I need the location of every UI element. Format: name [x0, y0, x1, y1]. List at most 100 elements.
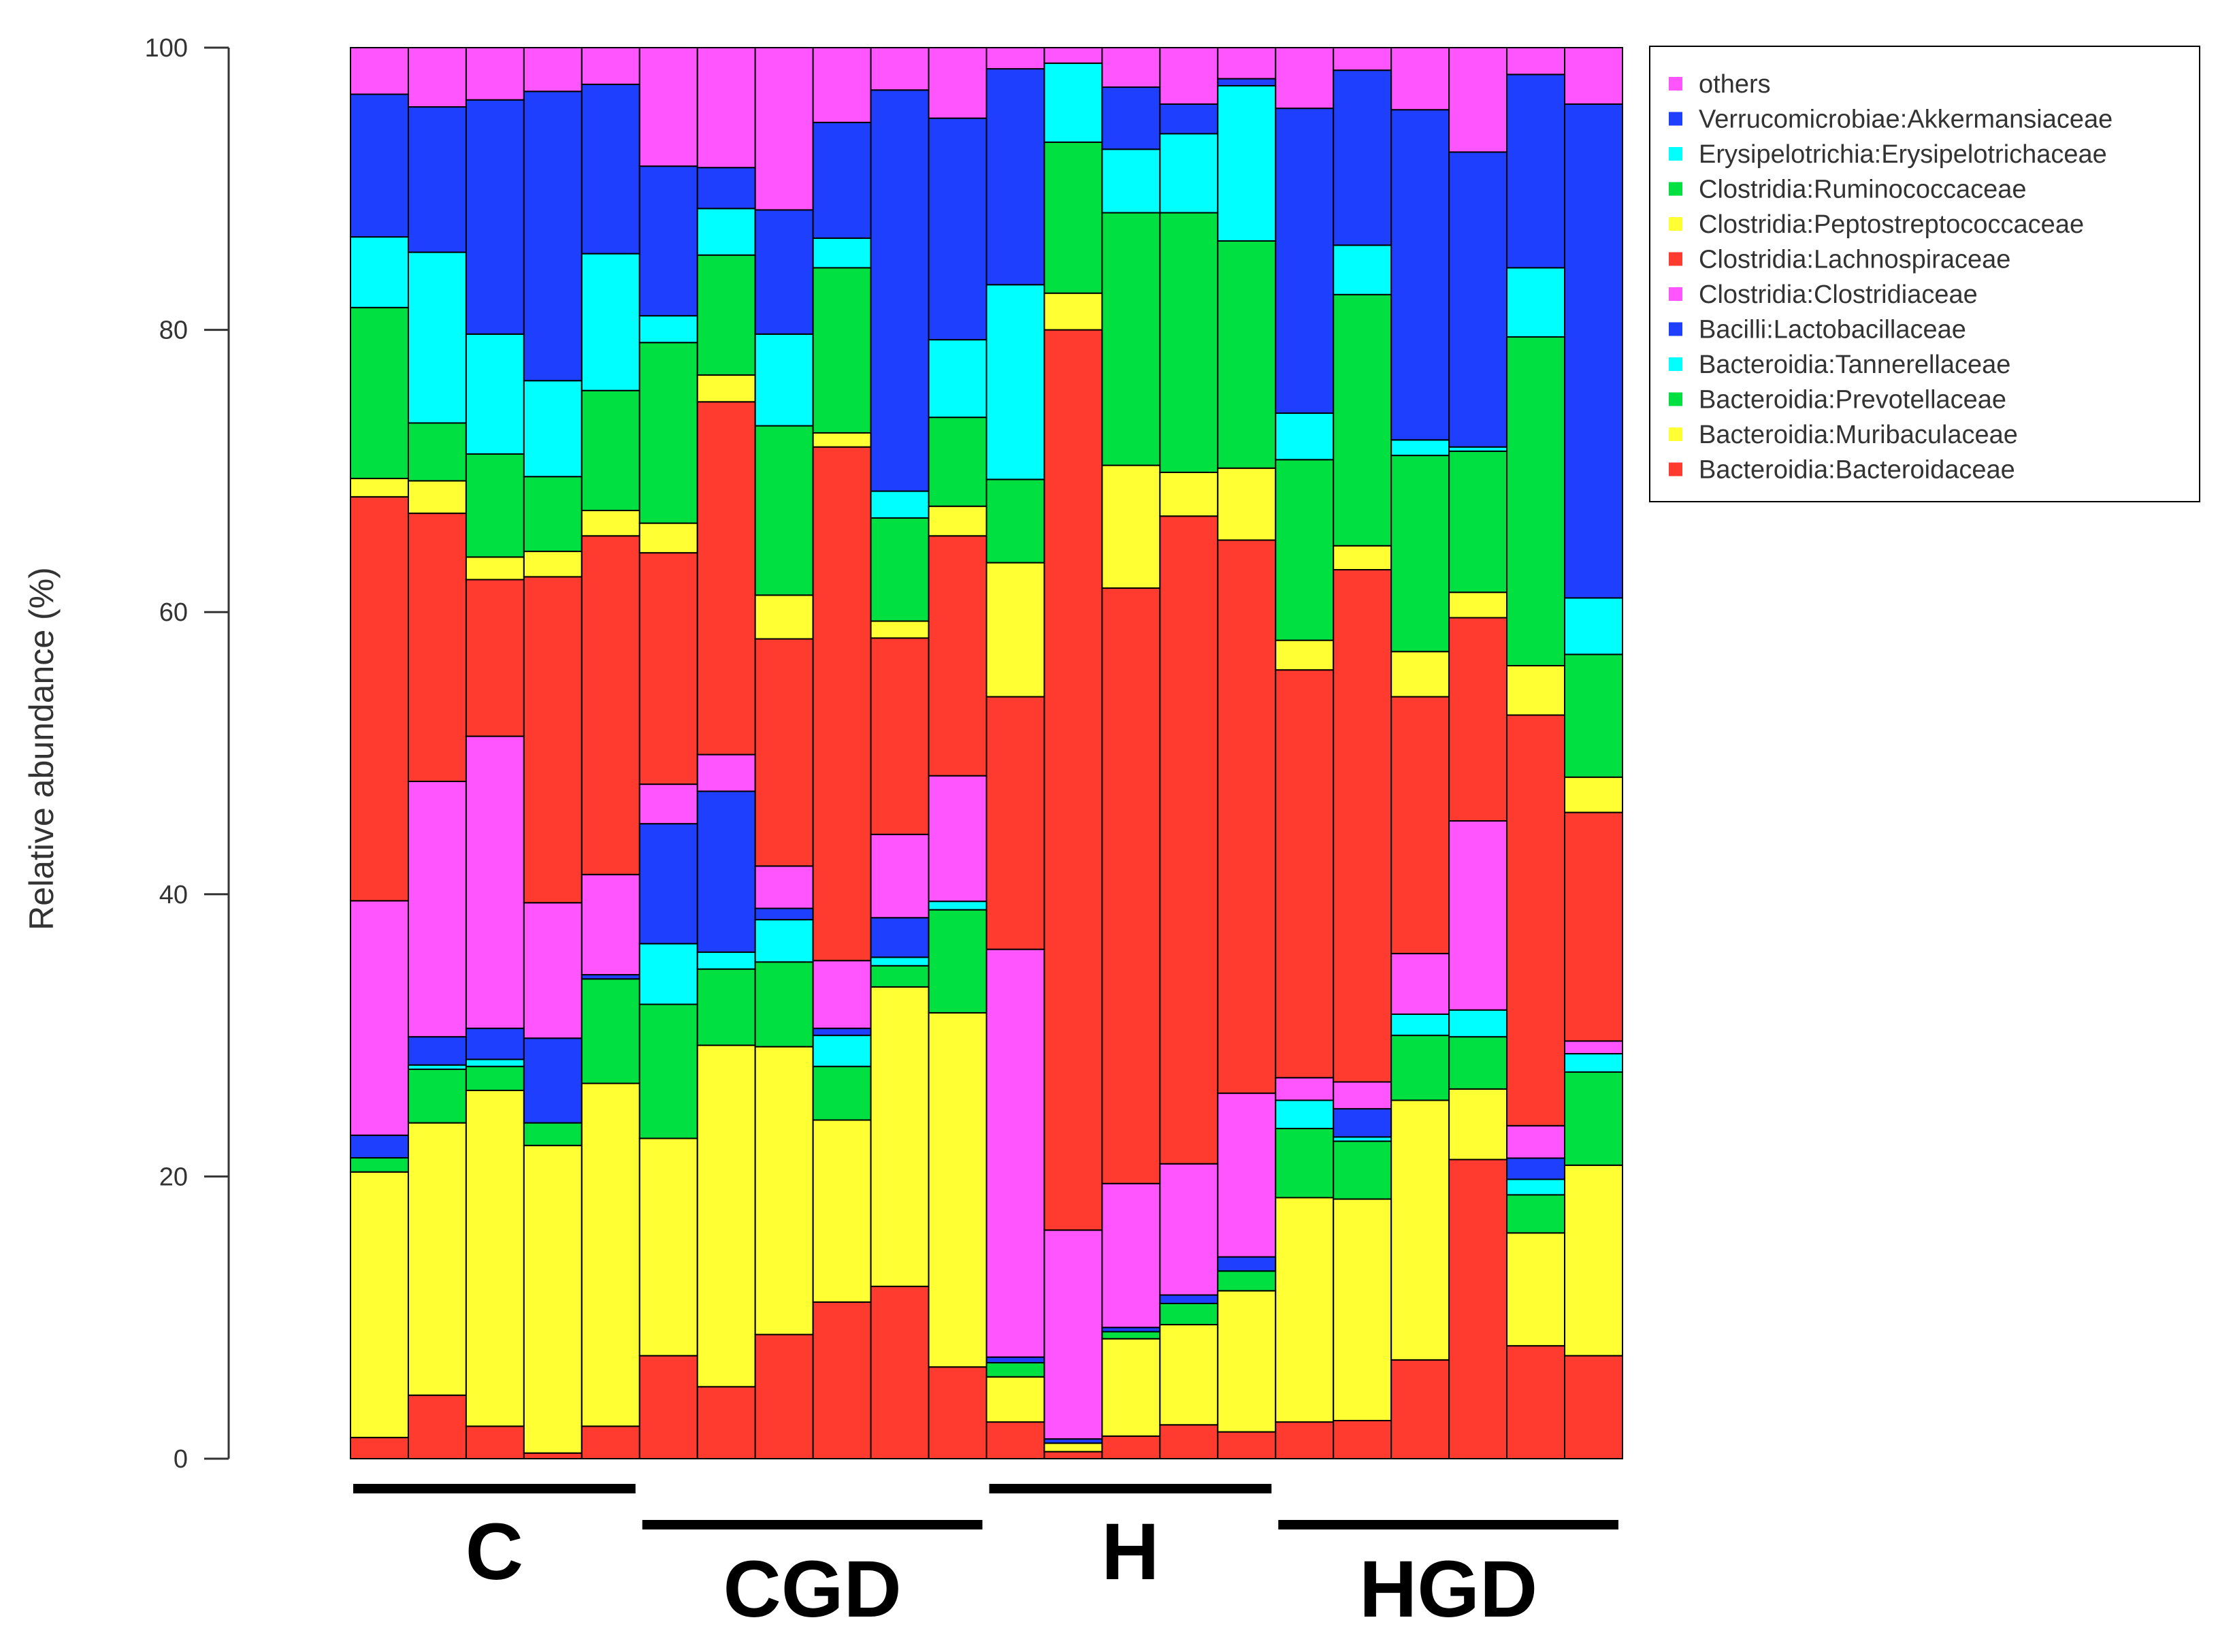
- bar-segment: [1159, 471, 1219, 517]
- bar-segment: [928, 117, 988, 341]
- bar-segment: [523, 476, 583, 553]
- bar-segment: [465, 453, 525, 558]
- bar-segment: [1390, 47, 1450, 111]
- bar-segment: [1333, 569, 1392, 1083]
- bar-segment: [870, 620, 930, 639]
- bar-segment: [870, 833, 930, 919]
- bar-segment: [523, 1037, 583, 1124]
- bar-segment: [407, 480, 467, 515]
- bar-segment: [638, 783, 698, 825]
- bar-segment: [754, 865, 814, 909]
- bar-segment: [1275, 459, 1335, 641]
- bar-segment: [1333, 1107, 1392, 1138]
- bar-segment: [465, 735, 525, 1029]
- bar-segment: [1390, 651, 1450, 698]
- bar-segment: [1564, 1040, 1623, 1055]
- bar-segment: [1101, 86, 1161, 150]
- bar-segment: [581, 253, 640, 391]
- bar-segment: [1390, 1035, 1450, 1101]
- bar-segment: [870, 986, 930, 1287]
- bar-segment: [812, 1035, 872, 1067]
- bar-segment: [985, 47, 1045, 70]
- bar-segment: [1275, 412, 1335, 461]
- bar-segment: [812, 960, 872, 1029]
- bar-segment: [350, 236, 409, 308]
- bar-segment: [696, 968, 756, 1046]
- bar-segment: [523, 91, 583, 382]
- bar-segment: [1159, 515, 1219, 1165]
- bar-segment: [523, 576, 583, 904]
- bar-segment: [1275, 47, 1335, 110]
- legend-label: Erysipelotrichia:Erysipelotrichaceae: [1699, 140, 2107, 169]
- bar-segment: [1159, 1163, 1219, 1296]
- bar-segment: [350, 477, 409, 498]
- bar-segment: [407, 1394, 467, 1460]
- bar-segment: [1506, 1232, 1566, 1347]
- legend-swatch: [1669, 287, 1682, 301]
- bar-segment: [581, 47, 640, 85]
- legend-swatch: [1669, 112, 1682, 126]
- bar-segment: [1333, 1198, 1392, 1422]
- bar-segment: [350, 1134, 409, 1159]
- bar-segment: [581, 1082, 640, 1427]
- bar-segment: [1506, 1194, 1566, 1234]
- bar-segment: [1043, 329, 1103, 1231]
- bar-segment: [812, 1301, 872, 1459]
- bar-segment: [465, 1058, 525, 1067]
- bar-segment: [754, 1046, 814, 1335]
- legend-swatch: [1669, 392, 1682, 406]
- bar-segment: [1217, 84, 1277, 242]
- y-axis-label: Relative abundance (%): [22, 567, 61, 930]
- bar-segment: [1564, 776, 1623, 813]
- bar-segment: [638, 165, 698, 317]
- bar-segment: [1217, 78, 1277, 86]
- bar-segment: [1390, 1099, 1450, 1361]
- bar-segment: [638, 823, 698, 945]
- bar-segment: [638, 1355, 698, 1460]
- legend-label: Clostridia:Ruminococcaceae: [1699, 176, 2027, 204]
- bar-segment: [1275, 1127, 1335, 1199]
- bar-segment: [985, 1356, 1045, 1364]
- bar-segment: [465, 99, 525, 335]
- bar-segment: [870, 47, 930, 91]
- bar-segment: [407, 106, 467, 253]
- legend-label: Bacteroidia:Muribaculaceae: [1699, 421, 2018, 449]
- bar-segment: [465, 579, 525, 737]
- bar-segment: [581, 978, 640, 1084]
- bar-segment: [581, 83, 640, 255]
- bar-segment: [638, 314, 698, 344]
- bar-segment: [1217, 1270, 1277, 1292]
- y-tick-label: 100: [145, 34, 188, 63]
- bar-segment: [465, 1027, 525, 1060]
- bar-segment: [812, 1119, 872, 1303]
- bar-segment: [1448, 1036, 1508, 1090]
- bar-segment: [696, 254, 756, 376]
- bar-segment: [1506, 47, 1566, 76]
- group-label: CGD: [723, 1544, 902, 1634]
- bar-segment: [928, 505, 988, 537]
- bar-segment: [1390, 1359, 1450, 1460]
- bar-segment: [1506, 1157, 1566, 1180]
- bar-segment: [1275, 1099, 1335, 1129]
- bar-segment: [465, 556, 525, 581]
- bar-segment: [1101, 1331, 1161, 1340]
- bar-segment: [1506, 714, 1566, 1127]
- bar-segment: [985, 68, 1045, 286]
- y-tick-label: 20: [159, 1163, 188, 1191]
- bar-segment: [1506, 74, 1566, 269]
- bar-segment: [1159, 212, 1219, 473]
- y-tick-label: 40: [159, 881, 188, 909]
- bar-segment: [870, 917, 930, 958]
- bar-segment: [638, 47, 698, 167]
- legend-swatch: [1669, 77, 1682, 91]
- bar-segment: [1159, 1324, 1219, 1426]
- bar-segment: [1564, 653, 1623, 778]
- legend-swatch: [1669, 217, 1682, 231]
- bar-segment: [696, 167, 756, 210]
- bar-segment: [1506, 1345, 1566, 1460]
- bar-segment: [1564, 811, 1623, 1042]
- bar-segment: [465, 1089, 525, 1427]
- legend-label: Clostridia:Clostridiaceae: [1699, 280, 1978, 309]
- bar-segment: [985, 948, 1045, 1358]
- bar-segment: [523, 380, 583, 478]
